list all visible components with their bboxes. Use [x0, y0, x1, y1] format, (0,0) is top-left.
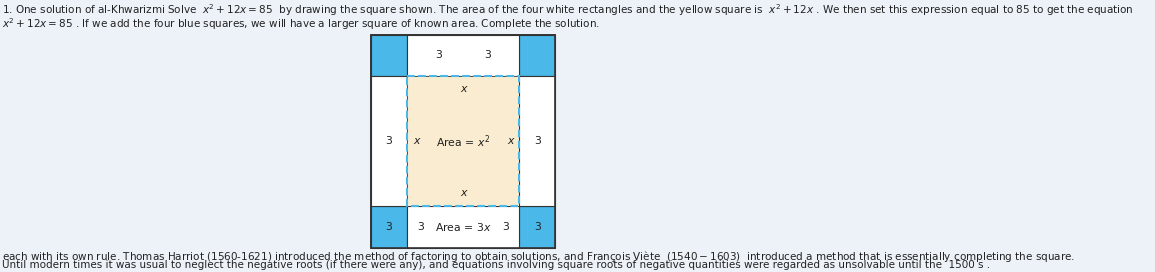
- Text: x: x: [460, 188, 467, 198]
- Bar: [371, 35, 407, 76]
- Text: x: x: [460, 84, 467, 94]
- Bar: [520, 76, 556, 206]
- Text: $x^2 + 12x = 85$ . If we add the four blue squares, we will have a larger square: $x^2 + 12x = 85$ . If we add the four bl…: [2, 16, 601, 32]
- Bar: [520, 35, 556, 76]
- Bar: [407, 76, 520, 206]
- Text: 3: 3: [484, 51, 491, 60]
- Text: each with its own rule. Thomas Harriot (1560-1621) introduced the method of fact: each with its own rule. Thomas Harriot (…: [2, 249, 1075, 264]
- Text: 3: 3: [534, 222, 541, 232]
- Text: 3: 3: [534, 136, 541, 146]
- Bar: [371, 76, 407, 206]
- Text: Area = $x^2$: Area = $x^2$: [437, 133, 491, 150]
- Text: x: x: [507, 136, 514, 146]
- Text: 3: 3: [435, 51, 442, 60]
- Bar: [407, 76, 520, 206]
- Text: 3: 3: [386, 222, 393, 232]
- Text: x: x: [412, 136, 419, 146]
- Text: Until modern times it was usual to neglect the negative roots (if there were any: Until modern times it was usual to negle…: [2, 260, 991, 270]
- Bar: [520, 206, 556, 248]
- Bar: [371, 206, 407, 248]
- Text: 1. One solution of al-Khwarizmi Solve  $x^2 + 12x = 85$  by drawing the square s: 1. One solution of al-Khwarizmi Solve $x…: [2, 2, 1134, 18]
- Bar: [407, 206, 520, 248]
- Bar: [407, 35, 520, 76]
- Text: Area = 3$x$: Area = 3$x$: [434, 221, 492, 233]
- Bar: [371, 35, 556, 248]
- Text: 3: 3: [386, 136, 393, 146]
- Text: 3: 3: [502, 222, 509, 232]
- Bar: [371, 35, 556, 248]
- Text: 3: 3: [417, 222, 424, 232]
